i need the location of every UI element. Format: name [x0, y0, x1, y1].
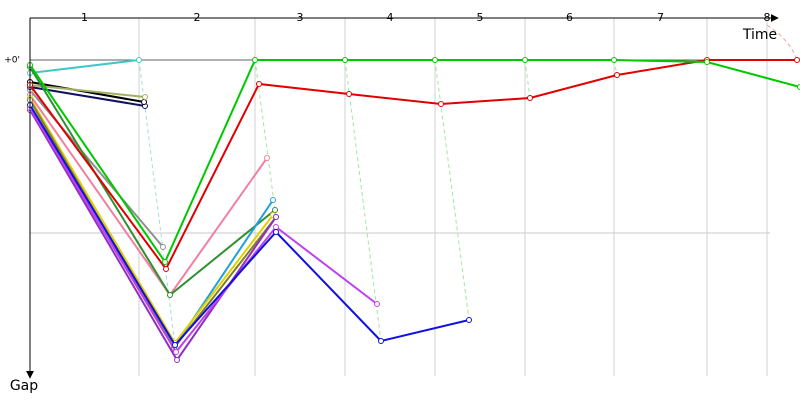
data-point — [160, 244, 166, 250]
data-point — [614, 72, 620, 78]
data-point — [270, 197, 276, 203]
lap-label: 8 — [764, 11, 771, 24]
lap-label: 4 — [387, 11, 394, 24]
data-point — [704, 59, 710, 65]
series-line — [29, 59, 797, 271]
data-point — [167, 292, 173, 298]
data-point — [273, 224, 279, 230]
connector — [254, 59, 277, 218]
series-line — [29, 59, 800, 265]
series-line — [29, 86, 146, 107]
series-line — [29, 99, 277, 350]
data-point — [374, 301, 380, 307]
data-point — [522, 57, 528, 63]
lap-label: 1 — [81, 11, 88, 24]
connector — [524, 59, 531, 99]
lap-label: 7 — [657, 11, 664, 24]
data-point — [342, 57, 348, 63]
data-point — [378, 338, 384, 344]
data-point — [252, 57, 258, 63]
data-point — [438, 101, 444, 107]
data-point — [466, 317, 472, 323]
connector — [434, 59, 470, 321]
data-point — [611, 57, 617, 63]
y-axis-label: Gap — [10, 378, 38, 394]
series-line — [29, 81, 145, 103]
connector — [344, 59, 382, 342]
series-line — [29, 59, 140, 74]
series-line — [29, 84, 146, 98]
data-point — [142, 94, 148, 100]
data-point — [163, 266, 169, 272]
data-point — [432, 57, 438, 63]
y-tick-label: +0' — [4, 56, 20, 66]
x-axis-label: Time — [742, 27, 777, 43]
lap-label: 6 — [566, 11, 573, 24]
series-line — [29, 107, 378, 354]
lines — [27, 57, 800, 363]
data-point — [273, 214, 279, 220]
lap-label: 3 — [297, 11, 304, 24]
data-point — [136, 57, 142, 63]
data-point — [273, 229, 279, 235]
pit-connectors — [138, 18, 798, 346]
data-point — [527, 95, 533, 101]
data-point — [256, 81, 262, 87]
grid — [30, 18, 770, 376]
connector — [766, 24, 798, 61]
lap-label: 2 — [194, 11, 201, 24]
data-point — [174, 357, 180, 363]
data-point — [346, 91, 352, 97]
data-point — [797, 84, 800, 90]
data-point — [141, 99, 147, 105]
lap-label: 5 — [477, 11, 484, 24]
data-point — [162, 259, 168, 265]
data-point — [794, 57, 800, 63]
data-point — [272, 207, 278, 213]
series-line — [29, 104, 470, 347]
data-point — [264, 155, 270, 161]
data-point — [173, 349, 179, 355]
data-point — [172, 342, 178, 348]
